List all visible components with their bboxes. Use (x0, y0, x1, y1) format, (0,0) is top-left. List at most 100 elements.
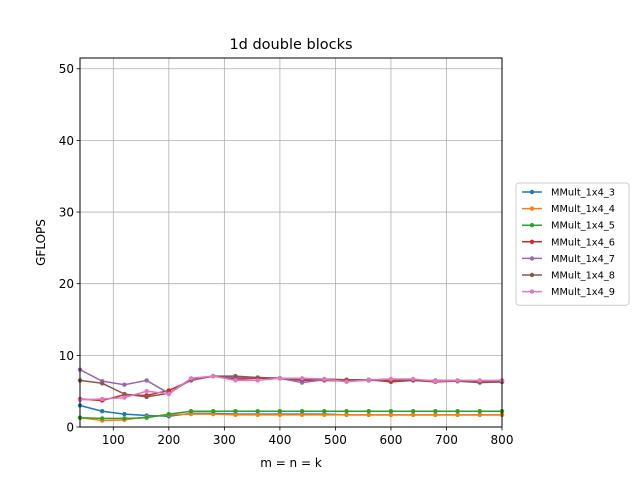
legend-item: MMult_1x4_6 (522, 237, 615, 248)
data-point (388, 409, 394, 414)
series-MMult_1x4_5 (77, 409, 505, 421)
data-point (277, 376, 283, 381)
data-point (188, 409, 194, 414)
x-tick-label: 600 (379, 433, 402, 447)
legend-item: MMult_1x4_5 (522, 221, 615, 232)
data-point (233, 378, 238, 383)
data-point (477, 412, 482, 418)
data-point (344, 379, 349, 385)
data-point (344, 412, 349, 418)
data-point (144, 378, 149, 383)
x-axis-label: m = n = k (260, 456, 322, 470)
series-layer (77, 367, 505, 423)
data-point (366, 412, 371, 418)
data-point (122, 391, 127, 397)
legend-marker (529, 189, 535, 195)
data-point (144, 415, 149, 420)
legend-label: MMult_1x4_8 (551, 271, 615, 282)
data-point (410, 376, 416, 382)
legend-label: MMult_1x4_4 (551, 204, 615, 215)
data-point (410, 409, 416, 414)
y-tick-label: 40 (59, 134, 74, 148)
legend-item: MMult_1x4_4 (522, 204, 615, 215)
legend-label: MMult_1x4_6 (551, 237, 615, 248)
data-point (255, 409, 260, 414)
y-tick-label: 50 (59, 62, 74, 76)
data-point (122, 395, 127, 400)
y-axis-label: GFLOPS (34, 219, 48, 266)
x-tick-label: 700 (435, 433, 458, 447)
data-point (122, 382, 127, 387)
data-point (144, 388, 149, 394)
data-point (277, 412, 283, 418)
data-point (455, 409, 460, 414)
legend-item: MMult_1x4_7 (522, 254, 615, 265)
x-axis: 100 200 300 400 500 600 700 800 (102, 427, 514, 447)
data-point (100, 416, 105, 421)
data-point (455, 378, 460, 383)
data-point (299, 412, 305, 418)
legend-item: MMult_1x4_8 (522, 271, 615, 282)
data-point (433, 409, 438, 414)
data-point (255, 412, 260, 418)
data-point (477, 378, 482, 383)
legend-box (515, 182, 630, 306)
data-point (255, 378, 260, 383)
data-point (410, 412, 416, 418)
data-point (388, 412, 394, 418)
data-point (211, 373, 216, 379)
x-tick-label: 500 (324, 433, 347, 447)
data-point (100, 396, 105, 402)
legend-marker (529, 223, 535, 228)
data-point (122, 416, 127, 421)
data-point (322, 412, 327, 418)
y-tick-label: 0 (66, 421, 74, 435)
data-point (299, 409, 305, 414)
series-line (79, 375, 502, 401)
data-point (122, 411, 127, 417)
y-axis: 0 10 20 30 40 50 (59, 62, 80, 435)
series-MMult_1x4_9 (77, 373, 505, 402)
data-point (188, 376, 194, 381)
legend-label: MMult_1x4_5 (551, 221, 615, 232)
data-point (455, 412, 460, 418)
x-tick-label: 200 (157, 433, 180, 447)
data-point (211, 409, 216, 414)
y-tick-label: 20 (59, 277, 74, 291)
y-tick-label: 10 (59, 349, 74, 363)
data-point (477, 409, 482, 414)
data-point (100, 409, 105, 414)
data-point (322, 409, 327, 414)
chart-title: 1d double blocks (229, 37, 352, 53)
legend: MMult_1x4_3 MMult_1x4_4 MMult_1x4_5 MMult_1… (515, 182, 630, 306)
legend-marker (529, 206, 535, 211)
data-point (166, 411, 172, 417)
legend-marker (529, 272, 535, 278)
legend-marker (529, 289, 535, 294)
legend-label: MMult_1x4_3 (551, 188, 615, 199)
data-point (277, 409, 283, 414)
legend-item: MMult_1x4_3 (522, 188, 615, 199)
x-tick-label: 100 (102, 433, 125, 447)
data-point (388, 376, 394, 382)
data-point (366, 377, 371, 382)
legend-label: MMult_1x4_9 (551, 287, 615, 298)
series-line (79, 410, 502, 420)
data-point (433, 378, 438, 384)
data-point (366, 409, 371, 414)
y-tick-label: 30 (59, 206, 74, 220)
data-point (166, 391, 172, 397)
data-point (344, 409, 349, 414)
x-tick-label: 800 (491, 433, 514, 447)
data-point (100, 381, 105, 386)
plot-frame (79, 57, 503, 428)
legend-label: MMult_1x4_7 (551, 254, 615, 265)
data-point (233, 373, 238, 379)
data-point (299, 376, 305, 381)
data-point (233, 409, 238, 414)
legend-item: MMult_1x4_9 (522, 287, 615, 298)
x-tick-label: 400 (268, 433, 291, 447)
x-tick-label: 300 (213, 433, 236, 447)
